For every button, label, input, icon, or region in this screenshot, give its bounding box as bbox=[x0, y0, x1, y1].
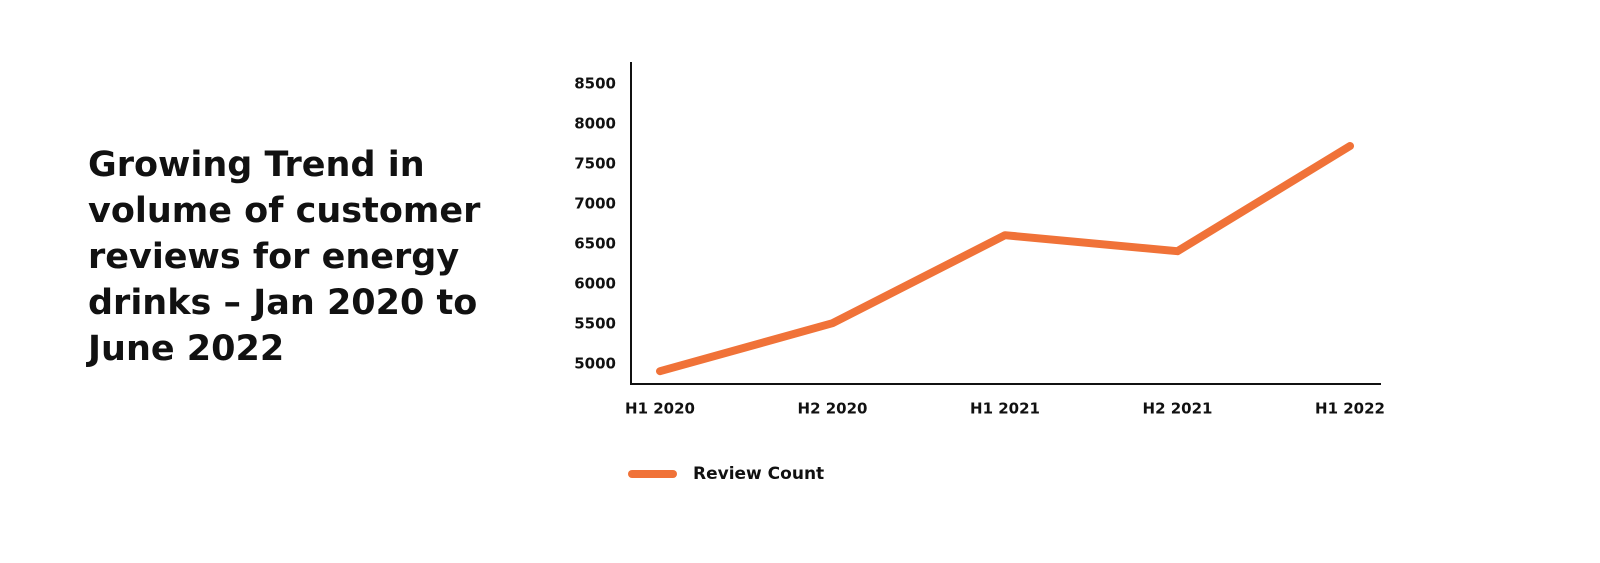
x-tick-label: H1 2021 bbox=[970, 400, 1040, 418]
x-tick-label: H2 2021 bbox=[1143, 400, 1213, 418]
y-tick-label: 7500 bbox=[574, 155, 616, 173]
y-tick-label: 6000 bbox=[574, 275, 616, 293]
chart-title: Growing Trend in volume of customer revi… bbox=[88, 145, 481, 369]
x-tick-label: H2 2020 bbox=[798, 400, 868, 418]
x-tick-label: H1 2022 bbox=[1315, 400, 1385, 418]
y-tick-label: 8000 bbox=[574, 115, 616, 133]
legend-label: Review Count bbox=[693, 464, 824, 484]
y-tick-label: 7000 bbox=[574, 195, 616, 213]
y-tick-label: 6500 bbox=[574, 235, 616, 253]
x-tick-label: H1 2020 bbox=[625, 400, 695, 418]
data-line bbox=[656, 142, 1354, 376]
y-tick-label: 5000 bbox=[574, 355, 616, 373]
y-tick-label: 8500 bbox=[574, 75, 616, 93]
y-tick-label: 5500 bbox=[574, 315, 616, 333]
